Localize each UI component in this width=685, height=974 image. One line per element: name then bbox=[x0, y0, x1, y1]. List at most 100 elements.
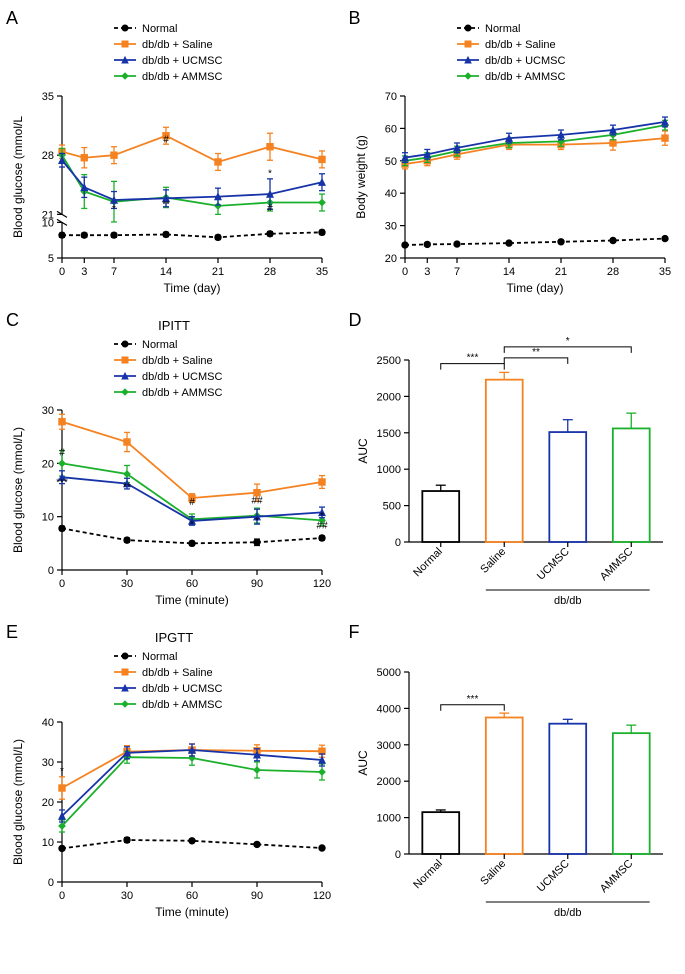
y-axis-title: AUC bbox=[356, 438, 370, 464]
svg-text:35: 35 bbox=[658, 266, 670, 278]
panel-D: D05001000150020002500AUCNormalSalineUCMS… bbox=[347, 312, 682, 612]
legend-saline: db/db + Saline bbox=[485, 39, 556, 51]
svg-text:0: 0 bbox=[48, 565, 54, 577]
svg-text:7: 7 bbox=[453, 266, 459, 278]
sig-annot: ## bbox=[251, 495, 263, 506]
cat-label: Saline bbox=[478, 858, 508, 888]
svg-text:4000: 4000 bbox=[376, 703, 400, 715]
svg-text:0: 0 bbox=[59, 266, 65, 278]
x-axis-title: Time (minute) bbox=[155, 905, 229, 919]
legend-ucmsc: db/db + UCMSC bbox=[485, 55, 565, 67]
cat-label: Normal bbox=[411, 858, 445, 892]
svg-text:10: 10 bbox=[42, 217, 54, 229]
cat-label: Saline bbox=[478, 546, 508, 576]
y-axis-title: Blood glucose (mmol/L bbox=[11, 116, 25, 238]
svg-text:70: 70 bbox=[384, 91, 396, 103]
svg-text:60: 60 bbox=[186, 578, 198, 590]
svg-text:90: 90 bbox=[251, 890, 263, 902]
bar-normal bbox=[422, 812, 459, 854]
svg-text:20: 20 bbox=[42, 458, 54, 470]
series-ucmsc bbox=[405, 122, 665, 158]
svg-text:10: 10 bbox=[42, 837, 54, 849]
svg-text:3: 3 bbox=[424, 266, 430, 278]
svg-text:40: 40 bbox=[384, 188, 396, 200]
series-ammsc bbox=[405, 125, 665, 161]
svg-text:120: 120 bbox=[313, 890, 331, 902]
sig-annot: # bbox=[59, 447, 65, 458]
legend-normal: Normal bbox=[142, 651, 177, 663]
svg-text:0: 0 bbox=[394, 849, 400, 861]
cat-label: UCMSC bbox=[534, 858, 571, 895]
legend-ucmsc: db/db + UCMSC bbox=[142, 683, 222, 695]
legend-ammsc: db/db + AMMSC bbox=[142, 699, 222, 711]
svg-text:2500: 2500 bbox=[376, 355, 400, 367]
sig-annot: ## bbox=[316, 520, 328, 531]
panel-label: A bbox=[6, 8, 18, 29]
series-saline bbox=[62, 422, 322, 498]
sig-annot: *** bbox=[466, 353, 478, 364]
svg-text:0: 0 bbox=[59, 890, 65, 902]
bar-ucmsc bbox=[549, 432, 586, 542]
sig-annot: ** bbox=[162, 200, 170, 211]
svg-text:500: 500 bbox=[382, 501, 400, 513]
chart-title: IPITT bbox=[158, 318, 190, 333]
svg-text:50: 50 bbox=[384, 156, 396, 168]
legend-saline: db/db + Saline bbox=[142, 355, 213, 367]
cat-label: AMMSC bbox=[597, 546, 634, 583]
chart-title: IPGTT bbox=[155, 630, 193, 645]
svg-text:1500: 1500 bbox=[376, 428, 400, 440]
svg-text:2000: 2000 bbox=[376, 776, 400, 788]
panel-label: D bbox=[349, 310, 362, 331]
panel-label: F bbox=[349, 622, 360, 643]
panel-F: F010002000300040005000AUCNormalSalineUCM… bbox=[347, 624, 682, 924]
sig-annot: * bbox=[112, 204, 116, 215]
panel-C: CIPITTNormaldb/db + Salinedb/db + UCMSCd… bbox=[4, 312, 339, 612]
svg-text:2000: 2000 bbox=[376, 391, 400, 403]
svg-text:3: 3 bbox=[81, 266, 87, 278]
bar-ammsc bbox=[612, 428, 649, 542]
bar-normal bbox=[422, 491, 459, 542]
svg-text:0: 0 bbox=[48, 877, 54, 889]
svg-text:30: 30 bbox=[42, 405, 54, 417]
legend-normal: Normal bbox=[485, 23, 520, 35]
series-saline bbox=[62, 136, 322, 162]
x-axis-title: Time (minute) bbox=[155, 593, 229, 607]
legend-ucmsc: db/db + UCMSC bbox=[142, 55, 222, 67]
y-axis-title: Blood glucose (mmol/L) bbox=[11, 427, 25, 553]
sig-annot: ** bbox=[532, 347, 540, 358]
sig-annot: * bbox=[255, 516, 259, 527]
cat-label: UCMSC bbox=[534, 546, 571, 583]
svg-text:20: 20 bbox=[384, 253, 396, 265]
legend-ammsc: db/db + AMMSC bbox=[485, 71, 565, 83]
sig-annot: # bbox=[267, 203, 273, 214]
svg-text:5000: 5000 bbox=[376, 667, 400, 679]
svg-text:10: 10 bbox=[42, 512, 54, 524]
series-ammsc bbox=[62, 757, 322, 826]
group-label: db/db bbox=[553, 595, 581, 607]
svg-text:28: 28 bbox=[42, 150, 54, 162]
svg-text:40: 40 bbox=[42, 717, 54, 729]
panel-E: EIPGTTNormaldb/db + Salinedb/db + UCMSCd… bbox=[4, 624, 339, 924]
sig-annot: # bbox=[163, 134, 169, 145]
svg-text:0: 0 bbox=[401, 266, 407, 278]
bar-saline bbox=[485, 380, 522, 542]
svg-text:5: 5 bbox=[48, 253, 54, 265]
y-axis-title: Body weight (g) bbox=[354, 135, 368, 218]
svg-text:35: 35 bbox=[316, 266, 328, 278]
sig-annot: * bbox=[60, 766, 64, 777]
svg-text:120: 120 bbox=[313, 578, 331, 590]
legend-ammsc: db/db + AMMSC bbox=[142, 387, 222, 399]
legend-saline: db/db + Saline bbox=[142, 667, 213, 679]
sig-annot: # bbox=[189, 497, 195, 508]
svg-text:28: 28 bbox=[264, 266, 276, 278]
y-axis-title: AUC bbox=[356, 750, 370, 776]
svg-text:14: 14 bbox=[160, 266, 172, 278]
legend-normal: Normal bbox=[142, 23, 177, 35]
svg-text:30: 30 bbox=[42, 757, 54, 769]
legend-saline: db/db + Saline bbox=[142, 39, 213, 51]
legend-normal: Normal bbox=[142, 339, 177, 351]
series-ucmsc bbox=[62, 160, 322, 200]
svg-text:30: 30 bbox=[121, 890, 133, 902]
svg-text:0: 0 bbox=[59, 578, 65, 590]
series-ammsc bbox=[62, 463, 322, 520]
